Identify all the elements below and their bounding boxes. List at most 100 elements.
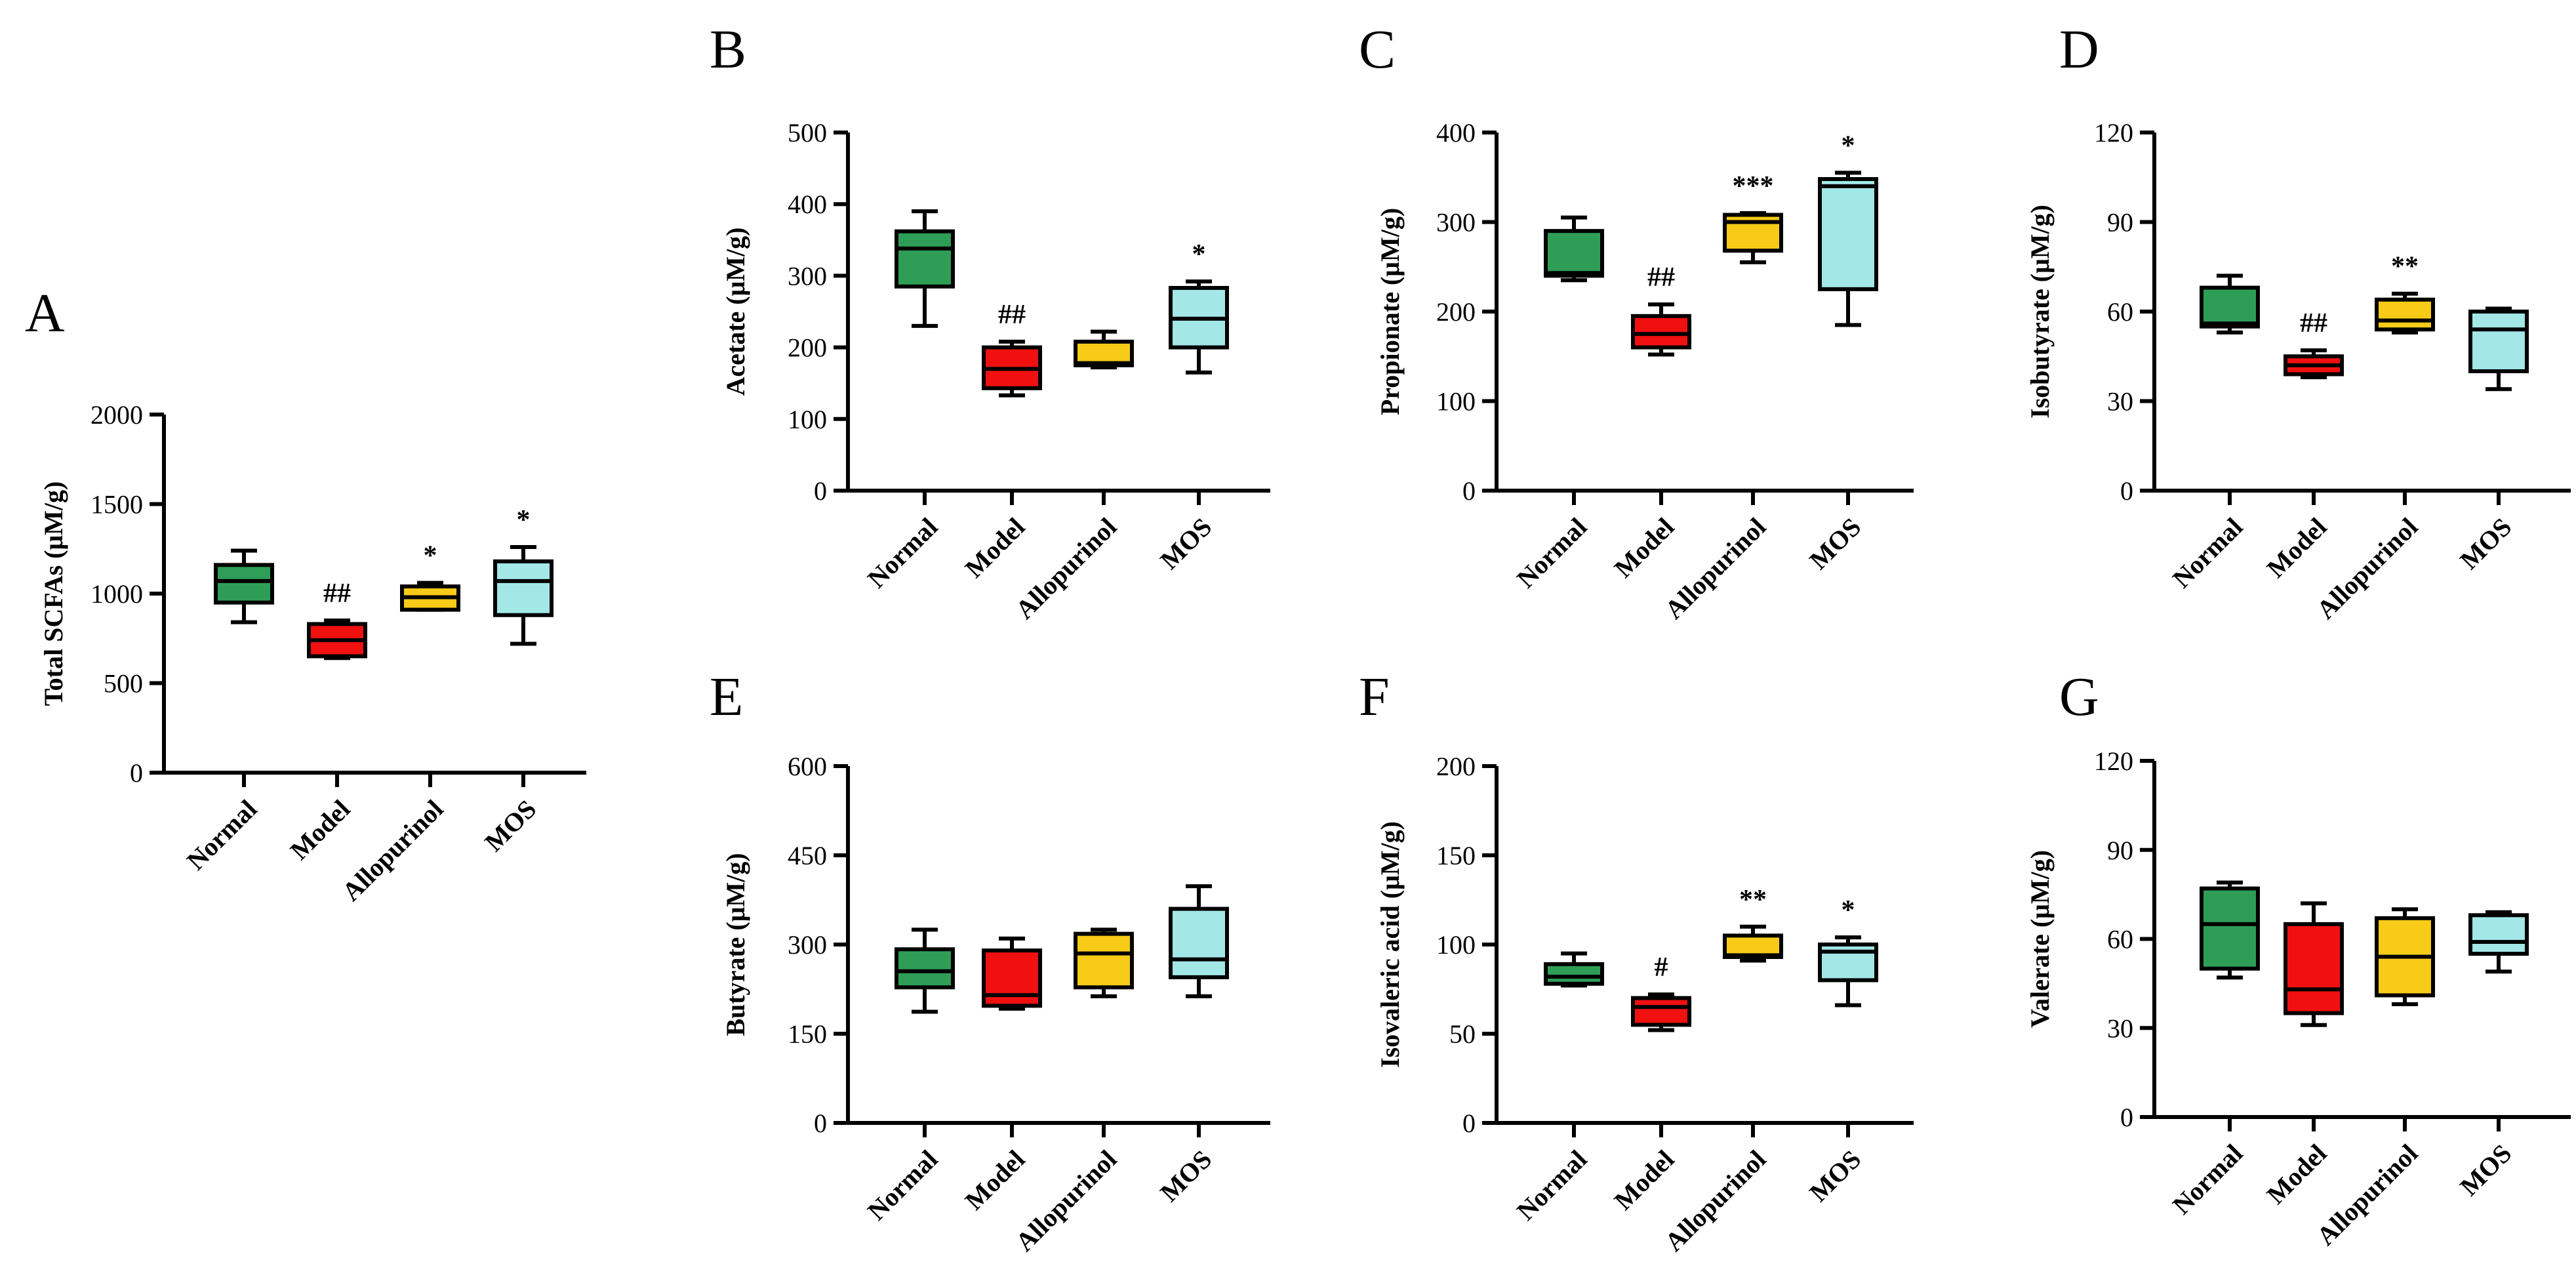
y-tick-label: 90 xyxy=(2107,208,2133,237)
significance-label: ** xyxy=(1739,885,1767,915)
iqr-box xyxy=(2468,913,2529,956)
category-label: Allopurinol xyxy=(336,794,449,907)
y-axis-title: Total SCFAs (μM/g) xyxy=(39,481,68,706)
y-tick-label: 100 xyxy=(1436,930,1476,960)
box-allopurinol: * Allopurinol xyxy=(336,541,460,907)
category-label: Allopurinol xyxy=(1010,512,1123,625)
y-tick-label: 1000 xyxy=(91,579,143,609)
significance-label: ## xyxy=(323,579,351,609)
y-axis-title: Propionate (μM/g) xyxy=(1375,208,1405,415)
panel-e: E 0 150 300 450 600 Butyrate (μM/g) Normal Model… xyxy=(710,666,1270,1257)
box-model: Model xyxy=(2261,901,2344,1210)
iqr-box xyxy=(2200,285,2260,329)
y-tick-label: 120 xyxy=(2094,118,2133,148)
panel-f: F 0 50 100 150 200 Isovaleric acid (μM/g) Norma… xyxy=(1359,666,1914,1257)
y-tick-label: 500 xyxy=(788,118,827,148)
y-tick-label: 400 xyxy=(788,190,827,219)
category-label: MOS xyxy=(1803,512,1866,575)
box-mos: * MOS xyxy=(1154,239,1229,575)
y-tick-label: 500 xyxy=(104,669,143,699)
iqr-box xyxy=(2284,922,2344,1015)
y-tick-label: 30 xyxy=(2107,387,2133,417)
category-label: Normal xyxy=(2167,1139,2249,1221)
y-tick-label: 400 xyxy=(1436,118,1476,148)
panel-b: B 0 100 200 300 400 500 Acetate (μM/g) Normal ## M… xyxy=(710,19,1270,624)
category-label: Allopurinol xyxy=(1010,1145,1123,1257)
box-normal: Normal xyxy=(862,209,955,594)
box-normal: Normal xyxy=(1511,951,1604,1227)
y-tick-label: 60 xyxy=(2107,925,2133,954)
category-label: MOS xyxy=(2454,1139,2517,1202)
panel-letter: F xyxy=(1359,666,1390,727)
category-label: Model xyxy=(1609,1145,1680,1216)
category-label: Model xyxy=(959,1145,1031,1216)
category-label: Normal xyxy=(1511,1145,1593,1227)
box-mos: * MOS xyxy=(479,505,553,857)
iqr-box xyxy=(1544,962,1604,986)
panel-letter: A xyxy=(25,283,65,344)
box-mos: MOS xyxy=(2454,306,2529,575)
box-model: ## Model xyxy=(285,579,367,866)
y-tick-label: 0 xyxy=(1462,1108,1476,1138)
iqr-box xyxy=(2468,310,2529,373)
iqr-box xyxy=(1631,314,1691,350)
category-label: Allopurinol xyxy=(1659,1145,1772,1257)
panel-letter: C xyxy=(1359,19,1396,80)
y-axis-title: Acetate (μM/g) xyxy=(721,228,750,396)
y-tick-label: 300 xyxy=(788,930,827,960)
significance-label: * xyxy=(1841,895,1855,925)
y-tick-label: 90 xyxy=(2107,836,2133,865)
iqr-box xyxy=(1544,229,1604,278)
y-tick-label: 300 xyxy=(788,261,827,291)
y-axis-title: Butyrate (μM/g) xyxy=(721,853,750,1036)
y-tick-label: 0 xyxy=(1462,476,1476,506)
iqr-box xyxy=(1169,906,1229,979)
category-label: MOS xyxy=(1803,1145,1866,1208)
category-label: Model xyxy=(1609,512,1680,584)
iqr-box xyxy=(895,947,955,990)
category-label: Normal xyxy=(862,1145,944,1227)
y-tick-label: 1500 xyxy=(91,490,143,519)
significance-label: * xyxy=(424,541,437,571)
iqr-box xyxy=(493,559,553,617)
iqr-box xyxy=(2375,297,2435,332)
box-model: Model xyxy=(959,936,1042,1216)
y-tick-label: 150 xyxy=(1436,841,1476,870)
box-allopurinol: ** Allopurinol xyxy=(1659,885,1783,1257)
significance-label: ## xyxy=(998,300,1026,330)
category-label: MOS xyxy=(1154,512,1217,575)
box-model: ## Model xyxy=(1609,262,1691,584)
category-label: Normal xyxy=(181,794,263,876)
box-mos: MOS xyxy=(2454,910,2529,1202)
category-label: Model xyxy=(285,794,356,866)
box-normal: Normal xyxy=(862,927,955,1227)
category-label: Normal xyxy=(2167,512,2249,594)
box-normal: Normal xyxy=(2167,880,2260,1221)
category-label: MOS xyxy=(2454,512,2517,575)
y-tick-label: 0 xyxy=(814,1108,827,1138)
y-tick-label: 2000 xyxy=(91,400,143,430)
category-label: Model xyxy=(2261,1139,2333,1210)
box-allopurinol: *** Allopurinol xyxy=(1659,171,1783,624)
y-tick-label: 200 xyxy=(1436,297,1476,327)
box-mos: MOS xyxy=(1154,884,1229,1208)
significance-label: ## xyxy=(2300,308,2327,338)
box-normal: Normal xyxy=(1511,215,1604,594)
panel-letter: G xyxy=(2059,666,2099,727)
y-tick-label: 100 xyxy=(1436,387,1476,417)
y-tick-label: 120 xyxy=(2094,746,2133,776)
category-label: Model xyxy=(959,512,1031,584)
y-tick-label: 60 xyxy=(2107,297,2133,327)
significance-label: ** xyxy=(2391,252,2419,282)
y-tick-label: 200 xyxy=(788,333,827,363)
panel-a: A 0 500 1000 1500 2000 Total SCFAs (μM/g) Norma… xyxy=(25,283,586,906)
category-label: MOS xyxy=(479,794,542,857)
box-normal: Normal xyxy=(181,548,274,876)
y-tick-label: 100 xyxy=(788,405,827,434)
iqr-box xyxy=(2200,886,2260,971)
iqr-box xyxy=(1818,176,1878,291)
category-label: MOS xyxy=(1154,1145,1217,1208)
significance-label: *** xyxy=(1733,171,1774,201)
